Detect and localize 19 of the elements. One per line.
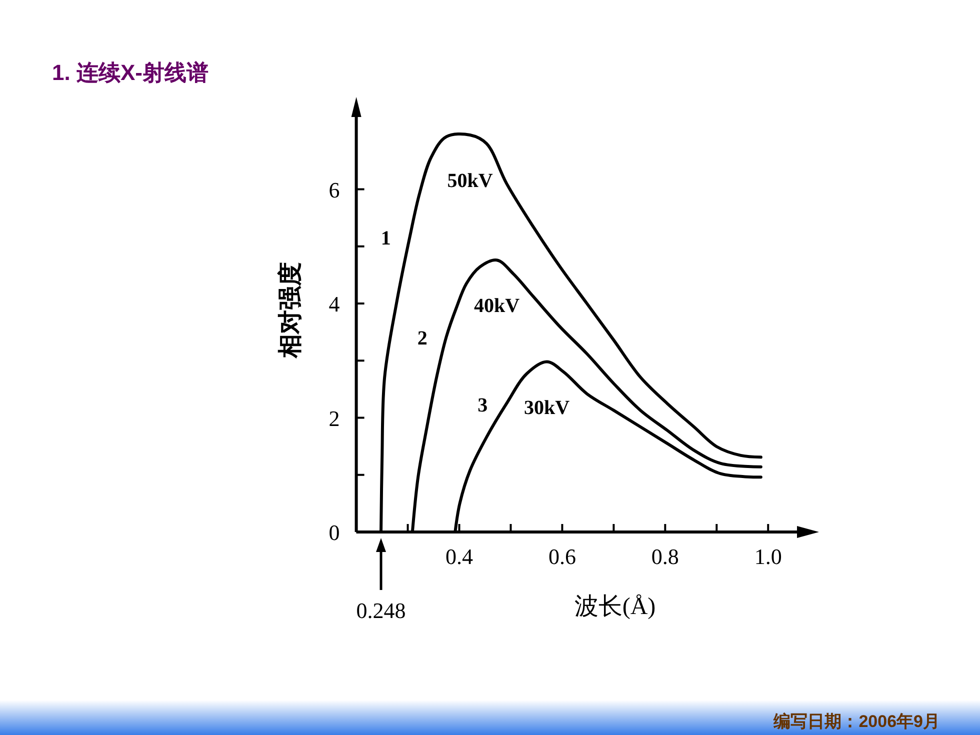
annotation: 2 [417, 328, 428, 350]
text: 1. 连续X-射线谱 [52, 60, 208, 85]
x-tick-label: 1.0 [754, 544, 782, 569]
series-label: 40kV [474, 295, 520, 318]
annotation: 1 [380, 228, 391, 250]
y-tick-label: 6 [328, 177, 340, 202]
x-tick-label: 0.8 [651, 544, 679, 569]
text: 编写日期：2006年9月 [772, 712, 940, 731]
x-tick-label: 0.6 [548, 544, 576, 569]
y-tick-label: 4 [328, 292, 340, 317]
annotation: 0.248 [356, 598, 406, 623]
y-axis-title: 相对强度 [277, 262, 304, 359]
x-tick-label: 0.4 [446, 544, 474, 569]
x-axis-title: 波长(Å) [574, 594, 656, 620]
series-label: 50kV [447, 170, 494, 192]
y-tick-label: 0 [328, 520, 340, 545]
y-tick-label: 2 [328, 406, 340, 431]
annotation: 3 [478, 394, 488, 416]
series-label: 30kV [524, 396, 570, 419]
